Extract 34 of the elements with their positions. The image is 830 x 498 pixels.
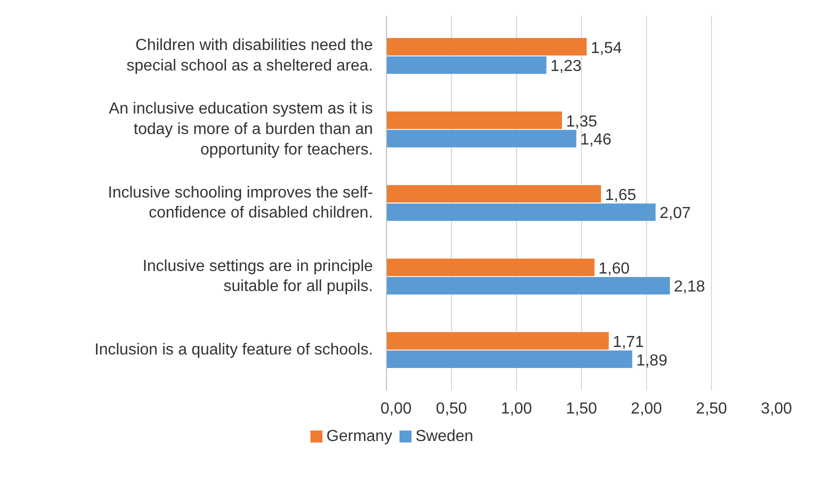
bar	[386, 112, 562, 130]
y-tick-label: An inclusive education system as it is today is more of a burden than an opportunity for teachers.	[108, 100, 373, 158]
legend-label: Sweden	[416, 428, 474, 445]
data-label: 1,35	[566, 113, 598, 130]
y-tick-label: Inclusive schooling improves the self-confidence of disabled children.	[108, 184, 373, 222]
bar	[386, 276, 670, 294]
data-label: 2,07	[660, 205, 691, 222]
bar	[386, 332, 609, 350]
data-label: 1,65	[605, 186, 636, 204]
x-tick-label: 2,50	[696, 400, 728, 418]
legend-label: Germany	[326, 428, 392, 445]
data-label: 1,54	[590, 40, 622, 57]
y-tick-label: Inclusion is a quality feature of schools.	[94, 342, 373, 359]
x-tick-label: 3,00	[760, 400, 792, 418]
x-tick-label: 1,50	[566, 400, 598, 418]
x-tick-label: 1,00	[500, 400, 532, 418]
data-label: 1,46	[580, 132, 612, 149]
x-tick-label: 0,50	[436, 400, 468, 418]
data-label: 1,71	[612, 334, 644, 351]
x-tick-label: 0,00	[380, 400, 412, 418]
x-tick-label: 2,00	[630, 400, 662, 418]
data-label: 1,60	[598, 260, 630, 278]
bar	[386, 258, 594, 276]
bar	[386, 130, 576, 148]
data-label: 2,18	[674, 278, 706, 296]
bar	[386, 203, 656, 221]
bar	[386, 56, 546, 74]
bar	[386, 185, 601, 203]
y-tick-label: Inclusive settings are in principle suitable for all pupils.	[142, 258, 373, 296]
data-label: 1,23	[550, 58, 582, 76]
bar	[386, 38, 587, 56]
y-tick-label: Children with disabilities need the special school as a sheltered area.	[126, 37, 373, 75]
bar	[386, 350, 632, 368]
data-label: 1,89	[636, 352, 668, 370]
